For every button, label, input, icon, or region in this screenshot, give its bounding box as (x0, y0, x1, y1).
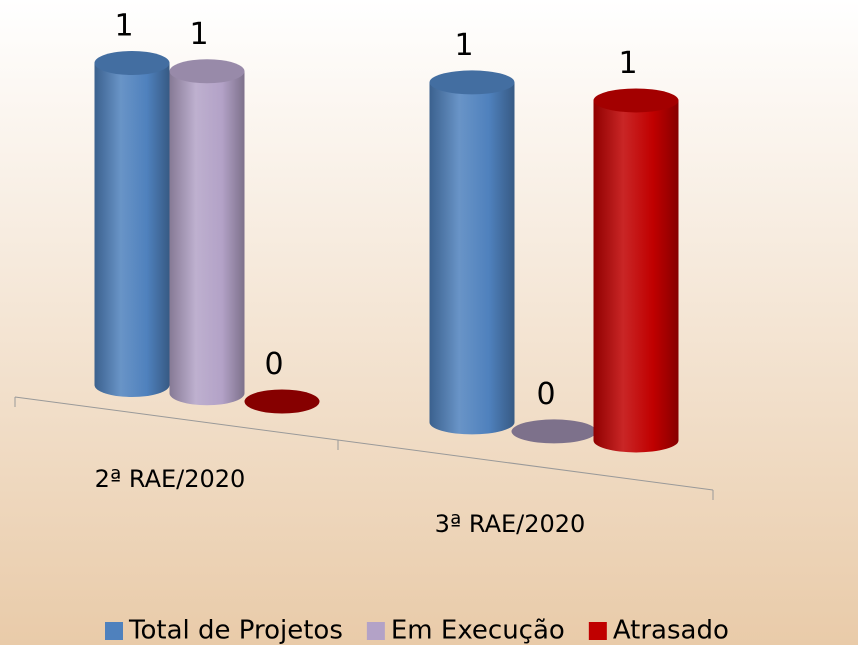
x-tick-label: 3ª RAE/2020 (435, 510, 586, 538)
bar (169, 71, 245, 406)
data-label: 0 (264, 347, 283, 382)
bar-top (94, 51, 170, 75)
legend-label: Em Execução (391, 616, 565, 645)
bar (593, 100, 679, 453)
legend-swatch (105, 622, 123, 640)
bar-top (429, 70, 515, 95)
data-label: 1 (189, 17, 208, 52)
bar (94, 63, 170, 398)
legend-swatch (366, 622, 385, 640)
data-label: 1 (618, 46, 637, 81)
legend-swatch (588, 622, 607, 640)
bar (511, 419, 597, 444)
legend-label: Total de Projetos (128, 616, 343, 645)
data-label: 1 (454, 28, 473, 63)
data-label: 1 (114, 9, 133, 44)
bar (244, 389, 320, 414)
data-label: 0 (536, 377, 555, 412)
axis-line (14, 396, 714, 491)
bar-top (593, 88, 679, 113)
x-tick-label: 2ª RAE/2020 (95, 465, 246, 493)
bar (429, 82, 515, 435)
bar-top (169, 59, 245, 84)
legend-label: Atrasado (613, 616, 729, 645)
